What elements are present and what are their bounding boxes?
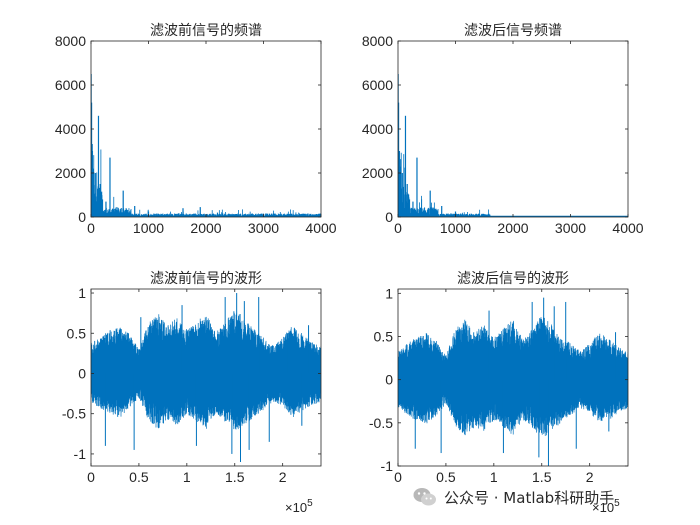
subplot-2: 0 1000 2000 3000 4000 0 2000 4000 6000 8000 滤波后信号频… (362, 23, 644, 236)
spectrum-texture (398, 152, 491, 217)
axes-box (90, 288, 322, 467)
y-tick-label: 0 (385, 209, 393, 225)
watermark: 公众号 · Matlab科研助手 (412, 482, 698, 512)
plot-area (91, 41, 321, 217)
y-tick-label: -0.5 (62, 406, 86, 422)
y-tick-label: 2000 (362, 165, 393, 181)
x-tick-label: 1 (490, 469, 498, 485)
subplot-4: 0 0.5 1 1.5 2 -1 -0.5 0 0.5 1 滤波后信号的波形 ×105 (369, 271, 629, 515)
series-group (398, 297, 628, 466)
y-tick-label: 0.5 (374, 328, 394, 344)
y-tick-label: -0.5 (369, 415, 393, 431)
x-tick-label: 3000 (248, 220, 279, 236)
wechat-icon (413, 488, 436, 506)
y-tick-label: 8000 (55, 33, 86, 49)
x-tick-label: 4000 (612, 220, 643, 236)
x-tick-label: 2 (279, 469, 287, 485)
x-tick-label: 0 (87, 469, 95, 485)
y-tick-label: 8000 (362, 33, 393, 49)
y-tick-label: 2000 (55, 165, 86, 181)
x-tick-label: 1.5 (532, 469, 552, 485)
y-tick-label: 1 (78, 285, 86, 301)
x-tick-label: 4000 (305, 220, 336, 236)
y-tick-label: 6000 (362, 77, 393, 93)
y-tick-label: 0 (78, 209, 86, 225)
y-tick-label: 6000 (55, 77, 86, 93)
y-tick-label: 4000 (55, 121, 86, 137)
waveform-trace (91, 311, 321, 430)
subplot-1: 0 1000 2000 3000 4000 0 2000 4000 6000 8000 滤波前信号的… (55, 22, 337, 236)
waveform-trace (398, 317, 628, 436)
chart-title: 滤波后信号的波形 (457, 271, 569, 287)
axes-box (397, 288, 629, 467)
y-tick-label: -1 (381, 458, 394, 474)
y-tick-label: 0 (385, 372, 393, 388)
x-tick-label: 0.5 (129, 469, 149, 485)
x-axis-multiplier: ×105 (592, 498, 620, 515)
series-group (91, 293, 321, 462)
chart-title: 滤波前信号的频谱 (150, 22, 262, 39)
y-tick-label: -1 (74, 446, 87, 462)
plot-area (398, 41, 628, 217)
y-tick-label: 0.5 (67, 325, 87, 341)
chart-title: 滤波前信号的波形 (150, 270, 262, 287)
y-tick-label: 1 (385, 285, 393, 301)
x-tick-label: 0 (87, 220, 95, 236)
chart-title: 滤波后信号频谱 (464, 23, 562, 39)
x-tick-label: 2000 (190, 220, 221, 236)
x-tick-label: 1.5 (225, 469, 245, 485)
y-tick-label: 4000 (362, 121, 393, 137)
x-tick-label: 2000 (497, 220, 528, 236)
x-tick-label: 0 (394, 220, 402, 236)
x-tick-label: 1000 (133, 220, 164, 236)
x-tick-label: 0 (394, 469, 402, 485)
x-tick-label: 1000 (440, 220, 471, 236)
spectrum-texture (91, 143, 321, 217)
x-axis-multiplier: ×105 (285, 498, 313, 515)
x-tick-label: 3000 (555, 220, 586, 236)
x-tick-label: 2 (586, 469, 594, 485)
x-tick-label: 1 (183, 469, 191, 485)
watermark-text: 公众号 · Matlab科研助手 (444, 488, 615, 507)
x-tick-label: 0.5 (436, 469, 456, 485)
y-tick-label: 0 (78, 365, 86, 381)
subplot-3: 0 0.5 1 1.5 2 -1 -0.5 0 0.5 1 滤波前信号的波形 ×105 (62, 270, 322, 515)
